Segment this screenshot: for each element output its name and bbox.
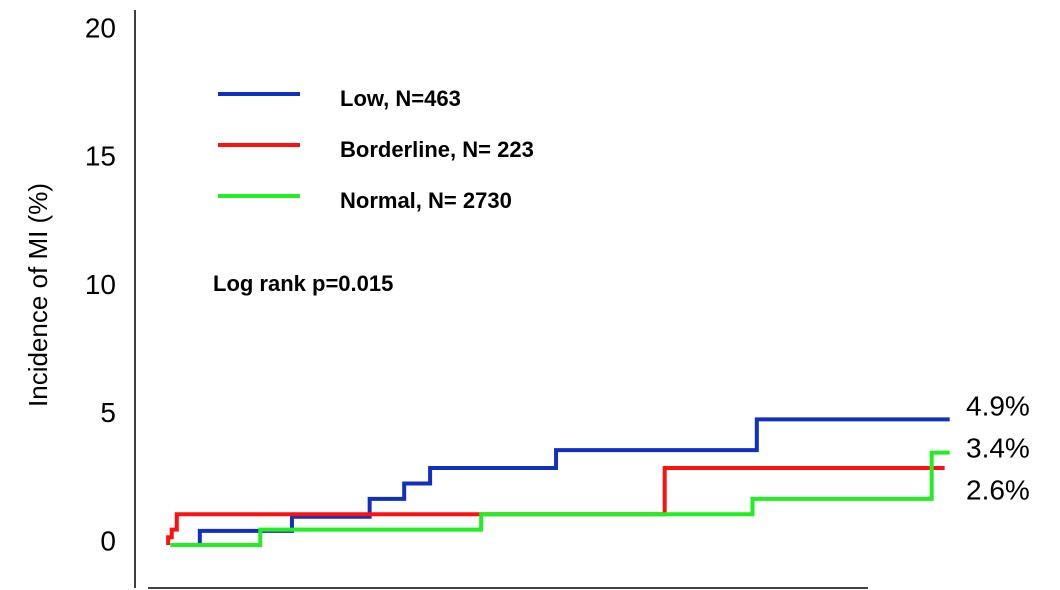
y-tick-label: 20 [85,12,116,43]
end-label: 4.9% [966,390,1030,421]
y-tick-label: 10 [85,269,116,300]
y-tick-label: 5 [100,397,116,428]
y-axis-title: Incidence of MI (%) [23,183,53,407]
y-tick-label: 15 [85,141,116,172]
end-label: 3.4% [966,432,1030,463]
step-line [197,417,950,545]
y-tick-label: 0 [100,525,116,556]
annotation: Log rank p=0.015 [213,271,393,296]
step-line [166,466,945,545]
end-label: 2.6% [966,474,1030,505]
step-line [170,450,950,547]
legend-label: Borderline, N= 223 [340,137,534,162]
legend-label: Normal, N= 2730 [340,188,512,213]
legend-label: Low, N=463 [340,86,461,111]
